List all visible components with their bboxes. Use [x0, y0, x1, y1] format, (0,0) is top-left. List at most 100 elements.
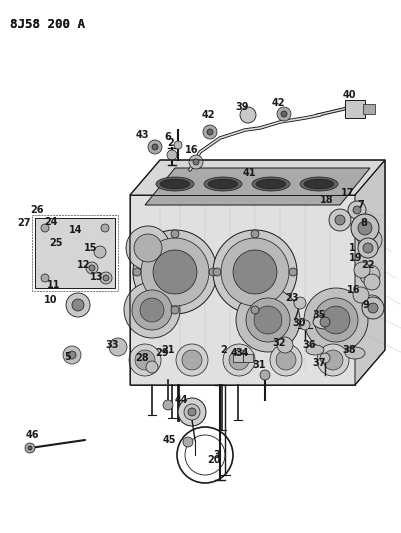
Circle shape: [322, 306, 350, 334]
Text: 7: 7: [358, 200, 365, 210]
Text: 8J58 200 A: 8J58 200 A: [10, 18, 85, 31]
Circle shape: [135, 350, 155, 370]
Text: 46: 46: [25, 430, 39, 440]
Text: 6: 6: [165, 132, 171, 142]
Circle shape: [223, 344, 255, 376]
Circle shape: [233, 250, 277, 294]
Circle shape: [25, 443, 35, 453]
Text: 31: 31: [252, 360, 266, 370]
Circle shape: [68, 351, 76, 359]
Text: 32: 32: [272, 338, 286, 348]
Circle shape: [140, 298, 164, 322]
Text: 35: 35: [312, 310, 326, 320]
Text: 4: 4: [231, 348, 237, 358]
Circle shape: [72, 299, 84, 311]
Circle shape: [133, 230, 217, 314]
Text: 25: 25: [49, 238, 63, 248]
Circle shape: [323, 350, 343, 370]
Ellipse shape: [300, 177, 338, 191]
Circle shape: [193, 159, 199, 165]
Text: 13: 13: [90, 272, 104, 282]
Circle shape: [182, 350, 202, 370]
Bar: [35, 218, 115, 288]
Text: 16: 16: [185, 145, 199, 155]
Circle shape: [148, 140, 162, 154]
Text: 19: 19: [349, 253, 363, 263]
Text: 20: 20: [207, 455, 221, 465]
Text: 9: 9: [363, 300, 369, 310]
Text: 33: 33: [105, 340, 119, 350]
Bar: [363, 104, 375, 114]
Circle shape: [353, 287, 369, 303]
Circle shape: [289, 268, 297, 276]
Circle shape: [178, 398, 206, 426]
Circle shape: [101, 224, 109, 232]
Bar: [233, 354, 243, 362]
Circle shape: [146, 361, 158, 373]
Circle shape: [132, 290, 172, 330]
Circle shape: [66, 293, 90, 317]
Circle shape: [354, 262, 370, 278]
Circle shape: [203, 125, 217, 139]
Text: 14: 14: [69, 225, 83, 235]
Circle shape: [221, 238, 289, 306]
Circle shape: [246, 298, 290, 342]
Text: 18: 18: [320, 195, 334, 205]
Circle shape: [207, 129, 213, 135]
Circle shape: [320, 353, 330, 363]
Ellipse shape: [313, 315, 337, 329]
Text: 43: 43: [135, 130, 149, 140]
Text: 30: 30: [292, 318, 306, 328]
Text: 23: 23: [285, 293, 299, 303]
Circle shape: [364, 274, 380, 290]
Circle shape: [176, 344, 208, 376]
Bar: [345, 100, 365, 118]
Circle shape: [63, 346, 81, 364]
Circle shape: [134, 234, 162, 262]
Ellipse shape: [204, 177, 242, 191]
Circle shape: [213, 268, 221, 276]
Circle shape: [351, 214, 379, 242]
Circle shape: [363, 243, 373, 253]
Circle shape: [276, 350, 296, 370]
Text: 8J58 200 A: 8J58 200 A: [10, 18, 85, 31]
Polygon shape: [130, 160, 385, 195]
Text: 27: 27: [17, 218, 31, 228]
Circle shape: [270, 344, 302, 376]
Circle shape: [281, 111, 287, 117]
Circle shape: [86, 262, 98, 274]
Circle shape: [163, 400, 173, 410]
Text: 34: 34: [235, 348, 249, 358]
Circle shape: [360, 265, 380, 285]
Circle shape: [362, 297, 384, 319]
Circle shape: [213, 230, 297, 314]
Circle shape: [362, 295, 382, 315]
Text: 8: 8: [360, 218, 367, 228]
Circle shape: [335, 215, 345, 225]
Circle shape: [368, 303, 378, 313]
Circle shape: [183, 437, 193, 447]
Text: 29: 29: [155, 348, 169, 358]
Text: 5: 5: [65, 352, 71, 362]
Circle shape: [236, 288, 300, 352]
Text: 15: 15: [84, 243, 98, 253]
Circle shape: [152, 144, 158, 150]
Circle shape: [353, 206, 361, 214]
Circle shape: [300, 320, 310, 330]
Text: 11: 11: [47, 280, 61, 290]
Circle shape: [251, 230, 259, 238]
Ellipse shape: [252, 177, 290, 191]
Ellipse shape: [156, 177, 194, 191]
Circle shape: [89, 265, 95, 271]
Circle shape: [184, 404, 200, 420]
Circle shape: [126, 226, 170, 270]
Text: 38: 38: [342, 345, 356, 355]
Circle shape: [260, 370, 270, 380]
Circle shape: [167, 150, 177, 160]
Ellipse shape: [208, 179, 238, 189]
Circle shape: [314, 298, 358, 342]
Text: 2: 2: [168, 138, 174, 148]
Circle shape: [153, 250, 197, 294]
Circle shape: [229, 350, 249, 370]
Circle shape: [103, 275, 109, 281]
